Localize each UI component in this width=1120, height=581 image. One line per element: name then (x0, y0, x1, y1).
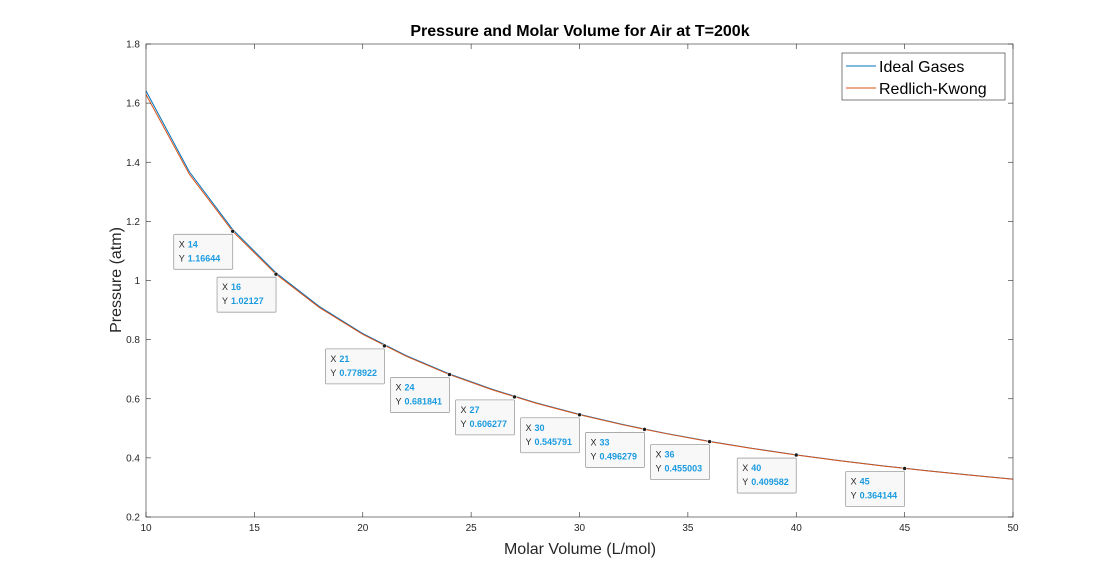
datatip-x-key: X (460, 405, 466, 415)
y-tick-label: 1 (134, 276, 140, 287)
datatip-x-key: X (395, 383, 401, 393)
x-tick-label: 10 (140, 523, 152, 534)
y-tick-label: 0.6 (126, 394, 140, 405)
datatip-x-key: X (742, 463, 748, 473)
datatip-box (390, 377, 450, 413)
y-tick-label: 0.8 (126, 335, 140, 346)
datatip: X 36Y 0.455003 (650, 439, 712, 481)
datatip-marker (382, 343, 387, 349)
datatip-marker (447, 372, 452, 377)
datatip-y-key: Y (179, 253, 185, 263)
datatip-x-value: 27 (469, 405, 479, 415)
datatip-box (325, 348, 385, 385)
datatip-y-value: 0.496279 (600, 451, 638, 461)
datatip-box (650, 444, 710, 481)
datatip-y-key: Y (742, 477, 748, 487)
datatip: X 14Y 1.16644 (173, 229, 235, 270)
datatip: X 16Y 1.02127 (216, 271, 279, 313)
y-tick-label: 1.4 (126, 158, 140, 169)
x-tick-label: 50 (1007, 523, 1019, 534)
y-tick-label: 0.2 (126, 513, 140, 524)
datatip: X 33Y 0.496279 (585, 427, 647, 468)
x-tick-label: 35 (682, 523, 694, 534)
datatip-x-value: 45 (860, 476, 870, 486)
y-tick-label: 0.4 (126, 453, 140, 464)
datatip-x-value: 14 (188, 239, 198, 249)
datatip-marker (707, 439, 712, 444)
datatip-marker (794, 452, 799, 458)
datatip: X 24Y 0.681841 (390, 372, 452, 413)
datatip: X 27Y 0.606277 (455, 394, 517, 436)
datatip-x-value: 30 (535, 423, 545, 433)
x-tick-label: 40 (791, 523, 803, 534)
datatip: X 45Y 0.364144 (845, 466, 907, 507)
datatip-y-value: 0.364144 (860, 490, 898, 500)
legend-box (841, 52, 1006, 101)
legend: Ideal Gases Redlich-Kwong (841, 52, 1006, 101)
datatip-y-value: 1.16644 (188, 253, 221, 263)
datatip-x-key: X (179, 239, 185, 249)
datatip-y-key: Y (526, 437, 532, 447)
legend-label-rk: Redlich-Kwong (879, 81, 987, 98)
datatip: X 30Y 0.545791 (520, 412, 582, 454)
datatip-marker (642, 427, 647, 432)
datatip-y-value: 0.409582 (751, 477, 789, 487)
x-tick-label: 45 (899, 523, 911, 534)
datatip-x-key: X (656, 450, 662, 460)
datatip-y-value: 0.455003 (665, 464, 703, 474)
datatip-x-key: X (330, 354, 336, 364)
datatip-y-key: Y (222, 296, 228, 306)
chart-title: Pressure and Molar Volume for Air at T=2… (410, 23, 749, 40)
datatip-box (455, 399, 515, 436)
datatip-x-value: 24 (404, 383, 414, 393)
datatip-x-value: 40 (751, 463, 761, 473)
datatip-y-key: Y (330, 368, 336, 378)
datatip: X 40Y 0.409582 (736, 452, 799, 494)
datatip-y-value: 0.545791 (535, 437, 573, 447)
datatip-y-key: Y (656, 464, 662, 474)
ticks-layer: 10 15 20 25 30 35 40 45 50 0.2 0.4 0.6 0.8 1 1.2 1.4 1.6… (126, 40, 1019, 535)
datatip-box (736, 457, 797, 494)
datatip-box (520, 417, 580, 454)
datatip-x-value: 33 (600, 437, 610, 447)
datatip-y-key: Y (395, 397, 401, 407)
datatip-x-key: X (591, 437, 597, 447)
y-tick-label: 1.6 (126, 99, 140, 110)
y-tick-label: 1.2 (126, 217, 140, 228)
datatip-box (216, 276, 277, 313)
datatip-x-key: X (526, 423, 532, 433)
datatip-y-value: 0.681841 (404, 397, 442, 407)
x-tick-label: 15 (249, 523, 261, 534)
x-tick-label: 25 (466, 523, 478, 534)
datatip-marker (230, 229, 235, 234)
y-axis-label: Pressure (atm) (108, 227, 125, 333)
datatip-marker (273, 271, 279, 277)
datatip: X 21Y 0.778922 (325, 343, 387, 385)
legend-label-ideal: Ideal Gases (879, 59, 964, 76)
datatip-box (585, 432, 645, 468)
datatip-y-value: 1.02127 (231, 296, 264, 306)
datatip-y-key: Y (851, 490, 857, 500)
datatip-x-key: X (222, 282, 228, 292)
datatip-y-value: 0.606277 (469, 419, 507, 429)
datatip-y-value: 0.778922 (339, 368, 377, 378)
datatip-marker (512, 394, 517, 400)
datatip-box (845, 471, 906, 507)
datatip-x-value: 21 (339, 354, 349, 364)
datatip-marker (577, 412, 582, 418)
x-tick-label: 20 (357, 523, 369, 534)
datatip-y-key: Y (460, 419, 466, 429)
y-tick-label: 1.8 (126, 40, 140, 51)
x-tick-label: 30 (574, 523, 586, 534)
datatip-x-key: X (851, 476, 857, 486)
datatip-x-value: 16 (231, 282, 241, 292)
x-axis-label: Molar Volume (L/mol) (504, 541, 656, 558)
datatip-x-value: 36 (665, 450, 675, 460)
datatip-box (173, 233, 234, 270)
datatip-marker (902, 466, 907, 471)
datatip-y-key: Y (591, 451, 597, 461)
